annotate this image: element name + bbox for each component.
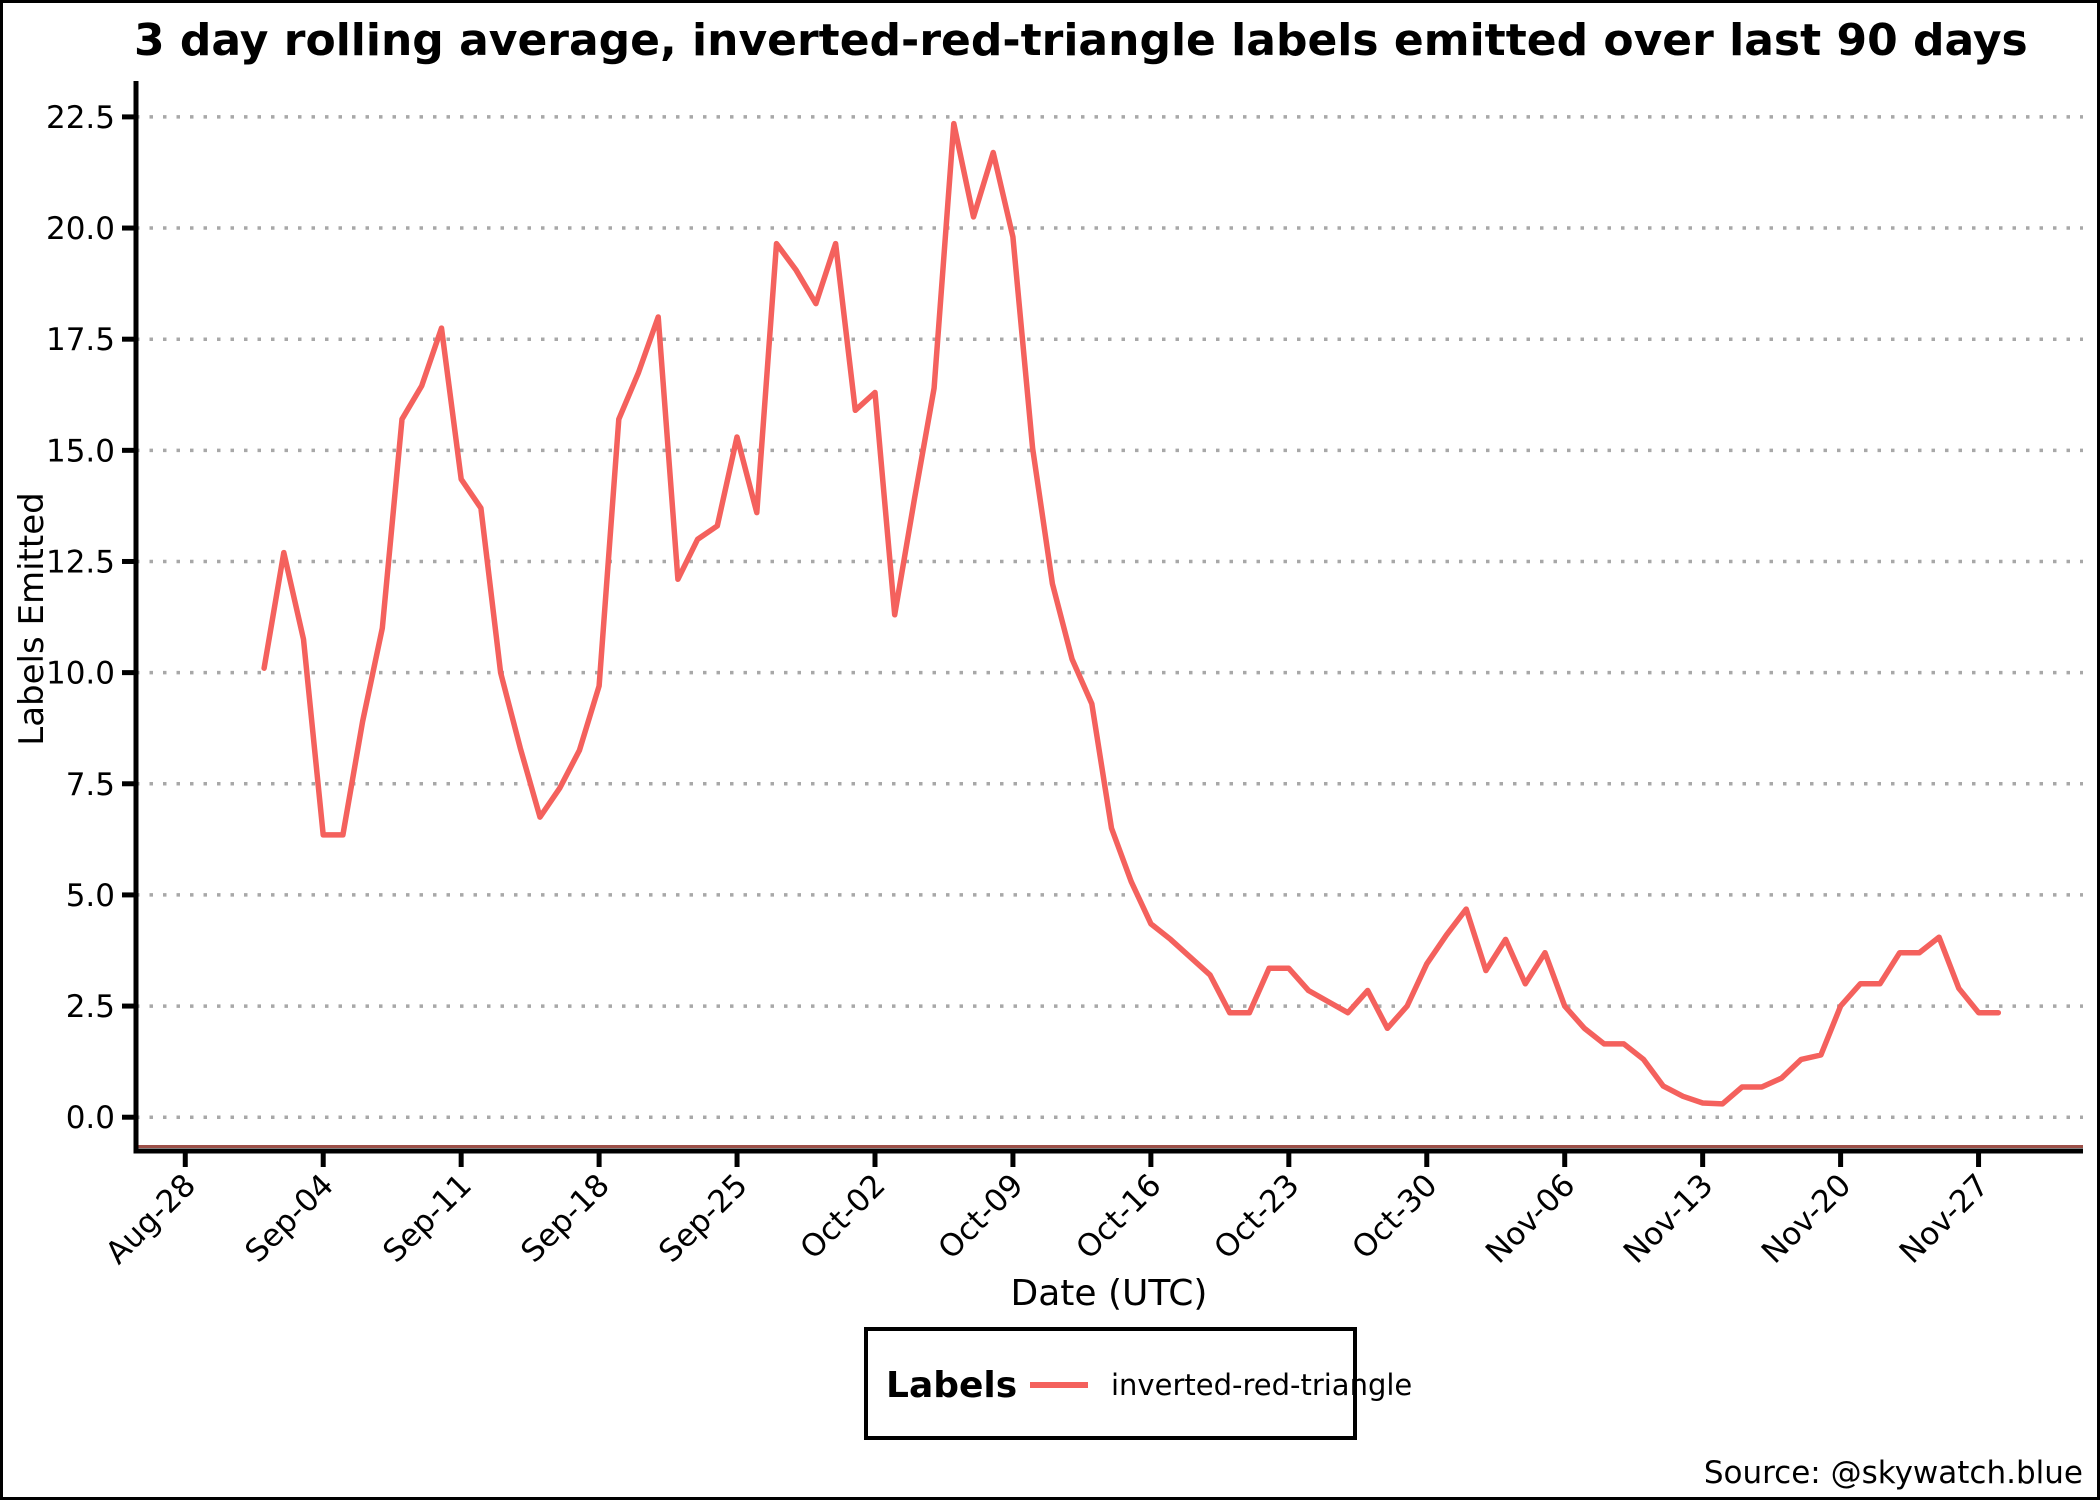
legend-title: Labels [886,1365,1017,1406]
x-axis-ticks: Aug-28 Sep-04 Sep-11 Sep-18 Sep-25 Oct-02 Oct-… [99,1151,1996,1271]
chart-svg: 3 day rolling average, inverted-red-tria… [12,15,2083,1491]
x-tick-label: Nov-27 [1893,1167,1996,1270]
x-tick-label: Sep-04 [238,1167,341,1270]
x-tick-label: Oct-02 [793,1167,892,1266]
x-tick-label: Nov-06 [1479,1167,1582,1270]
y-tick-label: 22.5 [46,100,115,136]
x-axis-title: Date (UTC) [1011,1273,1208,1314]
x-tick-label: Nov-13 [1617,1167,1720,1270]
gridlines [136,115,2083,1119]
source-credit: Source: @skywatch.blue [1704,1455,2083,1491]
x-tick-label: Oct-16 [1069,1167,1168,1266]
y-tick-label: 10.0 [46,656,115,692]
y-tick-label: 12.5 [46,544,115,580]
y-tick-label: 17.5 [46,322,115,358]
x-tick-label: Nov-20 [1755,1167,1858,1270]
y-tick-label: 15.0 [46,433,115,469]
series-line-inverted-red-triangle [261,120,2002,1107]
legend-box [864,1327,1357,1440]
chart-title: 3 day rolling average, inverted-red-tria… [134,15,2028,66]
x-tick-label: Oct-23 [1207,1167,1306,1266]
x-tick-label: Sep-11 [376,1167,479,1270]
y-tick-label: 20.0 [46,211,115,247]
x-tick-label: Oct-30 [1345,1167,1444,1266]
y-axis-ticks: 0.0 2.5 5.0 7.5 10.0 12.5 15.0 17.5 20.0 22.5 [46,100,136,1136]
y-tick-label: 0.0 [66,1100,115,1136]
x-tick-label: Sep-25 [652,1167,755,1270]
legend-series-label: inverted-red-triangle [1111,1368,1412,1402]
x-tick-label: Sep-18 [514,1167,617,1270]
x-tick-label: Aug-28 [99,1167,203,1271]
y-axis-title: Labels Emitted [12,492,52,745]
y-tick-label: 7.5 [66,767,115,803]
series-group [261,120,2002,1107]
y-tick-label: 5.0 [66,878,115,914]
x-tick-label: Oct-09 [931,1167,1030,1266]
y-tick-label: 2.5 [66,989,115,1025]
legend: Labels inverted-red-triangle [864,1327,1412,1440]
